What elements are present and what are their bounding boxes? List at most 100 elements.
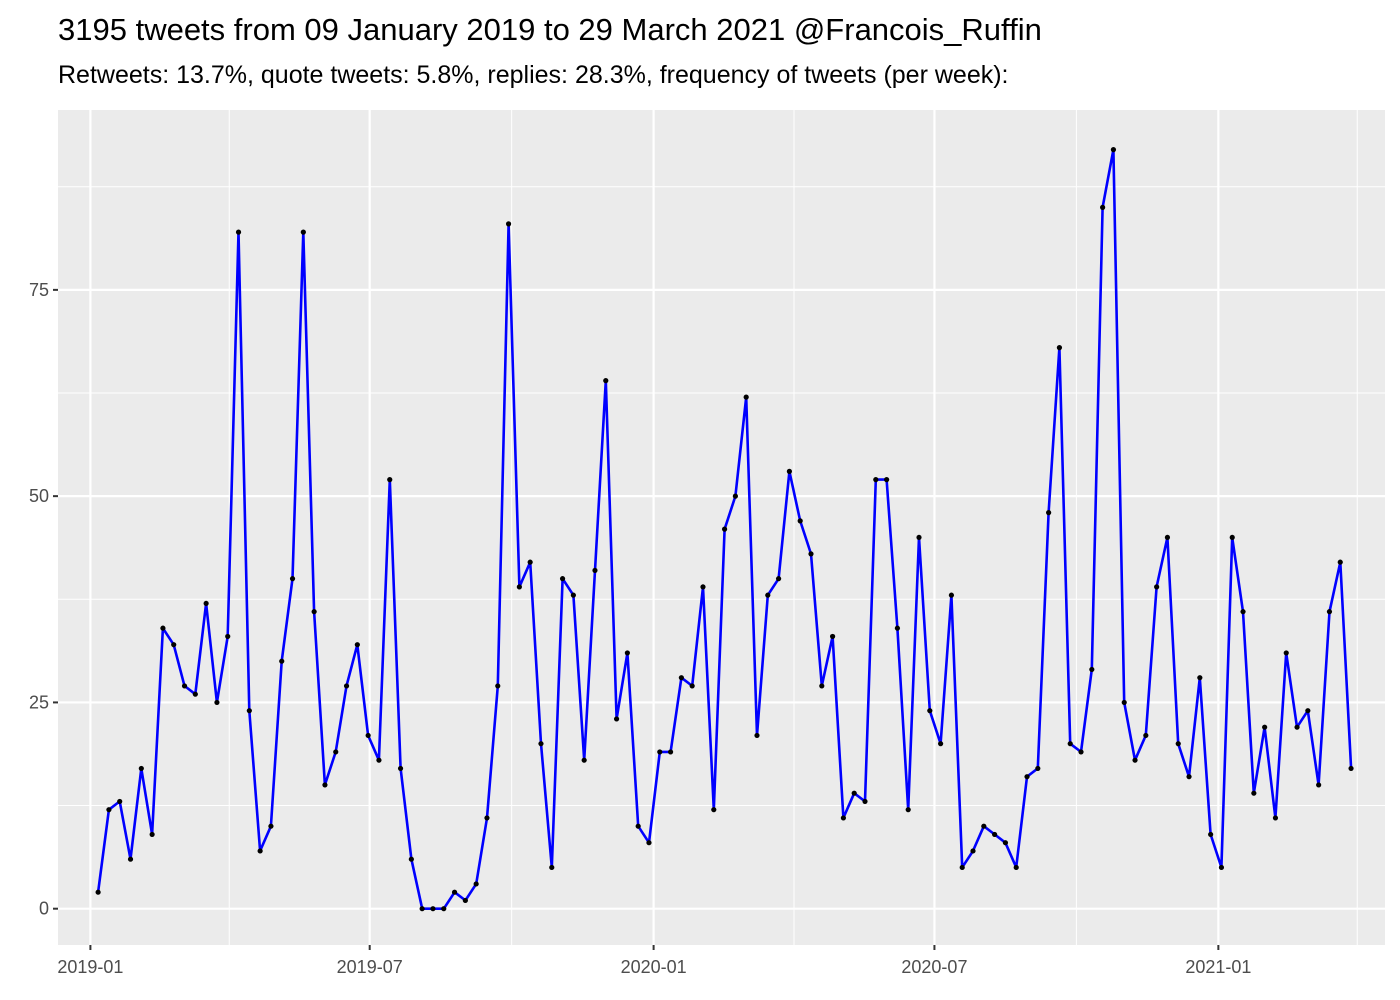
data-point (1197, 675, 1203, 681)
data-point (1251, 790, 1257, 796)
data-point (970, 848, 976, 854)
data-point (1035, 765, 1041, 772)
data-point (419, 906, 425, 912)
data-point (473, 881, 479, 887)
data-point (797, 518, 803, 524)
data-point (1024, 774, 1030, 780)
data-point (765, 592, 771, 598)
x-tick-label: 2020-01 (621, 957, 687, 977)
data-point (808, 551, 814, 557)
data-point (1294, 724, 1300, 730)
data-point (894, 625, 901, 631)
data-point (333, 749, 339, 755)
data-point (711, 807, 717, 813)
data-point (1316, 782, 1322, 788)
data-point (149, 831, 155, 838)
data-point (840, 815, 846, 821)
data-point (959, 864, 965, 871)
data-point (1229, 534, 1235, 541)
data-point (1121, 699, 1127, 706)
x-tick-label: 2021-01 (1185, 957, 1251, 977)
data-point (592, 567, 598, 574)
data-point (754, 732, 760, 739)
data-point (1283, 650, 1289, 656)
data-point (992, 831, 998, 838)
data-point (1110, 147, 1117, 153)
data-point (743, 394, 749, 400)
y-tick-label: 50 (29, 486, 49, 506)
data-point (678, 675, 684, 681)
data-point (106, 807, 112, 813)
x-tick-label: 2019-01 (57, 957, 123, 977)
data-point (667, 749, 674, 755)
data-point (1305, 708, 1311, 714)
data-point (1175, 741, 1181, 747)
data-point (1326, 609, 1333, 615)
data-point (603, 378, 609, 384)
data-point (786, 468, 792, 474)
data-point (171, 642, 177, 648)
data-point (235, 229, 242, 235)
chart-subtitle: Retweets: 13.7%, quote tweets: 5.8%, rep… (58, 61, 1009, 89)
data-point (527, 559, 533, 565)
data-point (289, 576, 296, 582)
data-point (257, 848, 263, 854)
data-point (905, 807, 911, 813)
data-point (948, 592, 955, 598)
data-point (1132, 757, 1138, 763)
data-point (160, 625, 166, 631)
data-point (884, 477, 890, 483)
data-point (613, 716, 620, 722)
data-point (95, 889, 101, 895)
data-point (225, 633, 231, 640)
data-point (1046, 510, 1052, 516)
data-point (505, 221, 512, 227)
data-point (559, 576, 566, 582)
data-point (1143, 732, 1149, 739)
data-point (441, 906, 447, 912)
data-point (117, 798, 123, 805)
data-point (938, 741, 944, 747)
data-point (322, 782, 328, 788)
data-point (203, 600, 209, 607)
data-point (462, 897, 468, 904)
data-point (1078, 749, 1084, 755)
data-point (387, 477, 393, 483)
data-point (408, 856, 414, 862)
data-point (1186, 774, 1192, 780)
data-point (829, 633, 836, 640)
data-point (451, 889, 458, 895)
data-point (376, 757, 382, 763)
data-point (1154, 584, 1160, 590)
data-point (1337, 559, 1343, 565)
data-point (1262, 724, 1268, 730)
data-point (624, 650, 630, 656)
data-point (1218, 864, 1225, 871)
data-point (127, 856, 134, 862)
data-point (549, 864, 555, 871)
data-point (635, 823, 641, 829)
data-point (1056, 345, 1063, 351)
data-point (268, 823, 274, 829)
data-point (1348, 765, 1354, 772)
data-point (819, 683, 825, 689)
data-point (365, 732, 371, 739)
data-point (721, 526, 728, 532)
data-point (657, 749, 663, 755)
data-point (570, 592, 576, 598)
data-point (873, 477, 879, 483)
data-point (279, 658, 285, 664)
y-tick-label: 0 (39, 899, 49, 919)
data-point (927, 708, 933, 714)
data-point (1013, 864, 1019, 871)
data-point (732, 493, 738, 499)
data-point (1240, 609, 1246, 615)
data-point (1100, 204, 1106, 210)
y-tick-label: 25 (29, 692, 49, 712)
data-point (775, 576, 782, 582)
data-point (516, 584, 522, 590)
data-point (1272, 815, 1279, 821)
data-point (581, 757, 587, 763)
data-point (300, 229, 306, 235)
